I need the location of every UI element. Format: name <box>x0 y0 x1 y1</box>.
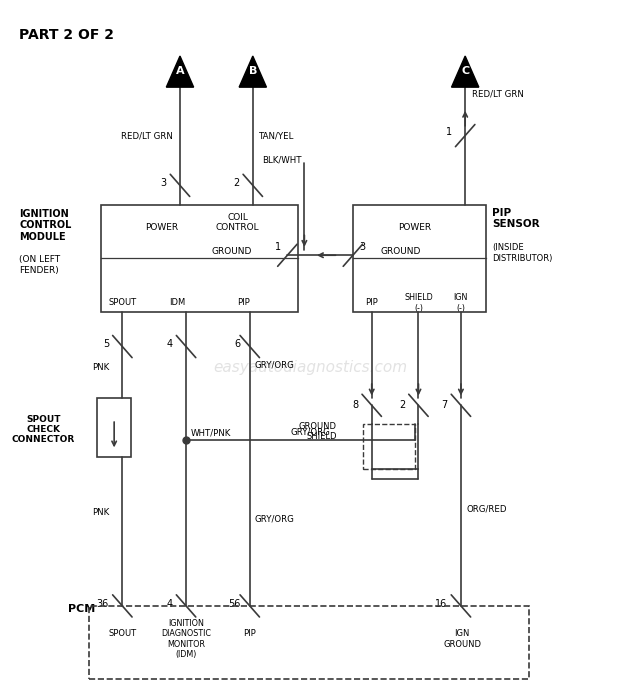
Text: 3: 3 <box>359 242 365 252</box>
Text: 5: 5 <box>103 340 109 349</box>
Bar <box>89 606 529 678</box>
Text: 4: 4 <box>167 598 172 609</box>
Text: 7: 7 <box>441 400 447 410</box>
Text: SHIELD
(-): SHIELD (-) <box>404 293 433 313</box>
Text: GROUND: GROUND <box>211 246 252 256</box>
Text: PIP: PIP <box>237 298 250 307</box>
Text: IDM: IDM <box>169 298 185 307</box>
Text: 36: 36 <box>97 598 109 609</box>
Text: COIL
CONTROL: COIL CONTROL <box>216 213 260 232</box>
Text: RED/LT GRN: RED/LT GRN <box>121 131 172 140</box>
Text: IGNITION
CONTROL
MODULE: IGNITION CONTROL MODULE <box>19 209 72 242</box>
Text: SPOUT
CHECK
CONNECTOR: SPOUT CHECK CONNECTOR <box>12 414 75 444</box>
Text: TAN/YEL: TAN/YEL <box>259 131 294 140</box>
Text: 6: 6 <box>235 340 240 349</box>
Text: (INSIDE
DISTRIBUTOR): (INSIDE DISTRIBUTOR) <box>493 244 553 263</box>
Text: PART 2 OF 2: PART 2 OF 2 <box>19 29 114 43</box>
Text: GRY/ORG: GRY/ORG <box>290 427 331 436</box>
Text: 56: 56 <box>228 598 240 609</box>
Text: 1: 1 <box>275 242 281 252</box>
Text: POWER: POWER <box>145 223 179 232</box>
Text: WHT/PNK: WHT/PNK <box>191 428 231 438</box>
Text: A: A <box>176 66 184 76</box>
Text: GROUND: GROUND <box>380 246 420 256</box>
Text: 16: 16 <box>435 598 447 609</box>
Text: GRY/ORG: GRY/ORG <box>255 515 295 524</box>
Text: ORG/RED: ORG/RED <box>467 505 507 514</box>
Text: SPOUT: SPOUT <box>108 298 137 307</box>
Bar <box>97 398 132 457</box>
Text: (ON LEFT
FENDER): (ON LEFT FENDER) <box>19 256 61 274</box>
Text: IGN
(-): IGN (-) <box>454 293 468 313</box>
Text: 3: 3 <box>161 178 167 188</box>
Text: RED/LT GRN: RED/LT GRN <box>472 90 524 99</box>
Text: B: B <box>248 66 257 76</box>
Text: 1: 1 <box>446 127 452 137</box>
Text: 2: 2 <box>233 178 239 188</box>
Text: 8: 8 <box>352 400 358 410</box>
Text: PIP: PIP <box>365 298 378 307</box>
Text: GRY/ORG: GRY/ORG <box>255 360 295 370</box>
Bar <box>363 424 415 469</box>
Text: POWER: POWER <box>398 223 431 232</box>
Text: C: C <box>461 66 469 76</box>
Text: IGN
GROUND: IGN GROUND <box>443 629 481 649</box>
Polygon shape <box>452 56 479 88</box>
Text: PNK: PNK <box>91 508 109 517</box>
Text: PCM: PCM <box>68 604 95 615</box>
Text: 2: 2 <box>399 400 405 410</box>
Text: PIP
SENSOR: PIP SENSOR <box>493 208 540 230</box>
Text: PIP: PIP <box>243 629 256 638</box>
Text: 4: 4 <box>167 340 172 349</box>
Text: SPOUT: SPOUT <box>108 629 137 638</box>
Polygon shape <box>239 56 266 88</box>
Text: easyautodiagnostics.com: easyautodiagnostics.com <box>213 360 407 374</box>
Bar <box>353 204 486 312</box>
Text: IGNITION
DIAGNOSTIC
MONITOR
(IDM): IGNITION DIAGNOSTIC MONITOR (IDM) <box>161 619 211 659</box>
Text: BLK/WHT: BLK/WHT <box>262 155 302 164</box>
Text: PNK: PNK <box>91 363 109 372</box>
Bar <box>101 204 298 312</box>
Text: GROUND
SHIELD: GROUND SHIELD <box>298 422 337 441</box>
Polygon shape <box>166 56 193 88</box>
